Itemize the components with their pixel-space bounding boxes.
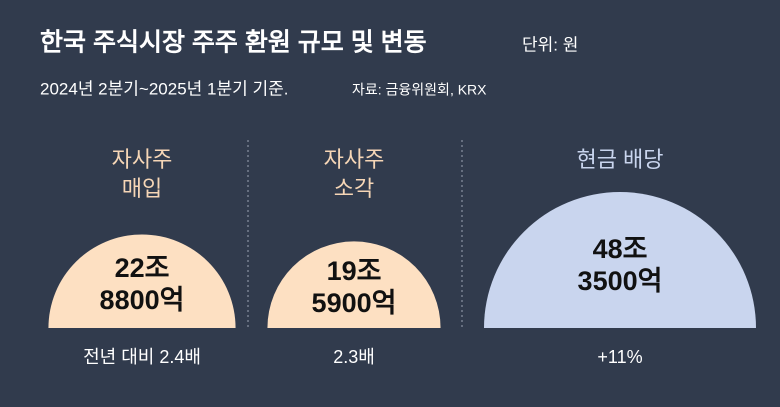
category-label: 소각 bbox=[334, 176, 374, 201]
value-label: 3500억 bbox=[578, 266, 663, 296]
value-label: 5900억 bbox=[312, 288, 397, 318]
unit: 단위: 원 bbox=[522, 35, 578, 54]
value-label: 19조 bbox=[327, 256, 382, 286]
semicircle bbox=[484, 192, 756, 328]
category-label: 자사주 bbox=[324, 147, 385, 172]
semicircle bbox=[267, 241, 441, 328]
change-label: +11% bbox=[597, 347, 642, 367]
value-label: 8800억 bbox=[100, 285, 185, 315]
category-label: 현금 배당 bbox=[576, 147, 663, 172]
category-label: 자사주 bbox=[112, 147, 173, 172]
change-label: 전년 대비 2.4배 bbox=[83, 347, 201, 367]
value-label: 22조 bbox=[115, 253, 170, 283]
chart-title: 한국 주식시장 주주 환원 규모 및 변동 bbox=[40, 29, 427, 57]
subtitle: 2024년 2분기~2025년 1분기 기준. bbox=[40, 79, 289, 98]
value-label: 48조 bbox=[593, 234, 648, 264]
semicircle bbox=[48, 234, 236, 328]
source: 자료: 금융위원회, KRX bbox=[352, 82, 487, 98]
category-label: 매입 bbox=[122, 176, 162, 201]
change-label: 2.3배 bbox=[333, 347, 375, 367]
